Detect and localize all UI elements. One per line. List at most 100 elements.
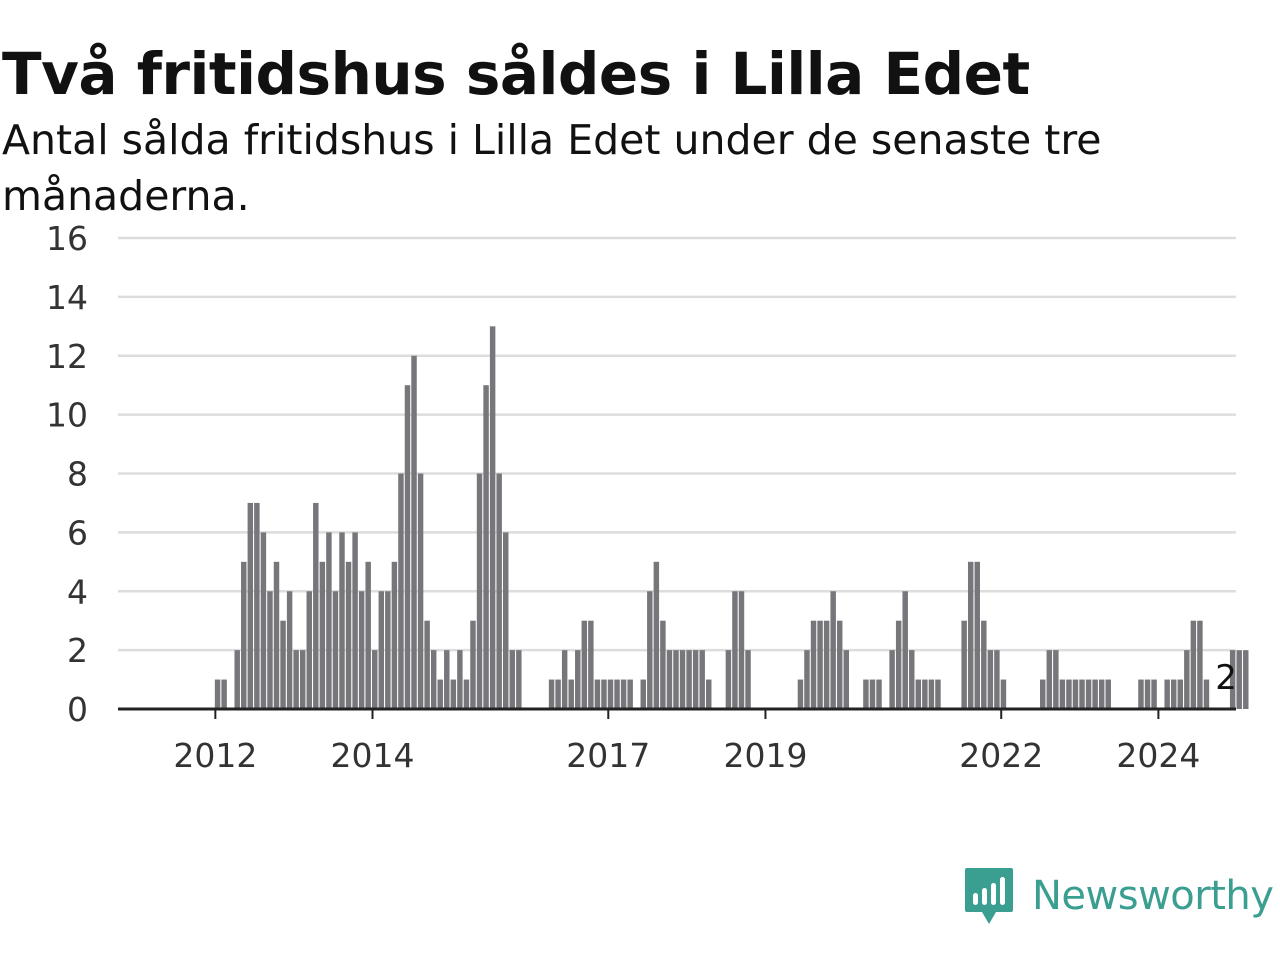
bar (483, 385, 489, 709)
bar (339, 532, 345, 710)
bar (1144, 679, 1151, 709)
y-axis-tick-labels: 0 2 4 6 8 10 12 14 16 (46, 219, 88, 729)
bar (895, 620, 902, 709)
bar (869, 679, 876, 709)
bar (1203, 679, 1210, 709)
bar (1053, 650, 1059, 710)
bar (1098, 679, 1105, 709)
bar (699, 650, 705, 710)
bar (273, 561, 280, 709)
bar (830, 591, 836, 709)
bar (660, 620, 666, 709)
bar (286, 591, 293, 709)
bar (1046, 650, 1053, 710)
y-tick-label: 14 (46, 278, 88, 317)
bar (470, 620, 476, 709)
bar (843, 650, 849, 710)
bar (221, 679, 227, 709)
newsworthy-brand: Newsworthy (964, 864, 1276, 928)
bar (797, 679, 804, 709)
bar (548, 679, 555, 709)
bar (706, 679, 712, 709)
bar (1243, 650, 1249, 710)
bar (692, 650, 699, 710)
x-tick-label: 2019 (723, 736, 807, 775)
bar (1236, 650, 1242, 710)
y-tick-label: 6 (67, 513, 88, 552)
bar (489, 326, 496, 709)
bar (863, 679, 869, 709)
bar (627, 679, 633, 709)
bar (1177, 679, 1183, 709)
bar (319, 561, 326, 709)
x-tick-label: 2024 (1116, 736, 1200, 775)
bar (1164, 679, 1170, 709)
bar (909, 650, 915, 710)
chart-title: Två fritidshus såldes i Lilla Edet (2, 40, 1030, 108)
bar (653, 561, 660, 709)
newsworthy-logo-icon (965, 868, 1013, 924)
bar (810, 620, 817, 709)
bar (450, 679, 457, 709)
bar (306, 591, 312, 709)
bar (260, 532, 267, 710)
bar (299, 650, 306, 710)
bar (345, 561, 352, 709)
bar (280, 620, 286, 709)
bar (981, 620, 987, 709)
bar (1040, 679, 1046, 709)
bar (666, 650, 673, 710)
bar (254, 502, 260, 709)
bar (640, 679, 646, 709)
bar (313, 502, 319, 709)
bar (365, 561, 371, 709)
y-tick-label: 0 (67, 690, 88, 729)
bar (745, 650, 751, 710)
bar (417, 473, 424, 709)
bar (725, 650, 732, 710)
y-tick-label: 4 (67, 572, 88, 611)
bar (686, 650, 692, 710)
bar (444, 650, 450, 710)
bar (496, 473, 502, 709)
bar (915, 679, 922, 709)
bar (568, 679, 574, 709)
y-tick-label: 12 (46, 337, 88, 376)
bar (358, 591, 365, 709)
bar (1079, 679, 1085, 709)
bar (503, 532, 509, 710)
bar (332, 591, 339, 709)
bar (1229, 650, 1236, 710)
bar (732, 591, 738, 709)
bar (594, 679, 601, 709)
bar (1092, 679, 1098, 709)
bar (516, 650, 522, 710)
bar (378, 591, 385, 709)
bar (424, 620, 430, 709)
bar (1171, 679, 1177, 709)
y-tick-label: 16 (46, 219, 88, 258)
bar (385, 591, 391, 709)
x-tick-label: 2012 (173, 736, 257, 775)
bar (293, 650, 299, 710)
bar (889, 650, 895, 710)
bar (581, 620, 588, 709)
x-tick-label: 2022 (959, 736, 1043, 775)
highlight-value-label: 2 (1215, 658, 1237, 698)
bar (411, 355, 417, 709)
bar (267, 591, 273, 709)
bar (391, 561, 398, 709)
bar (823, 620, 830, 709)
bar (1197, 620, 1203, 709)
bar (1184, 650, 1190, 710)
y-tick-label: 8 (67, 455, 88, 494)
bar (614, 679, 620, 709)
x-tick-label: 2017 (566, 736, 650, 775)
bar (404, 385, 411, 709)
bar (837, 620, 843, 709)
bar (476, 473, 483, 709)
bar (352, 532, 358, 710)
brand-name: Newsworthy (1032, 873, 1274, 919)
bar (588, 620, 594, 709)
bar (994, 650, 1000, 710)
